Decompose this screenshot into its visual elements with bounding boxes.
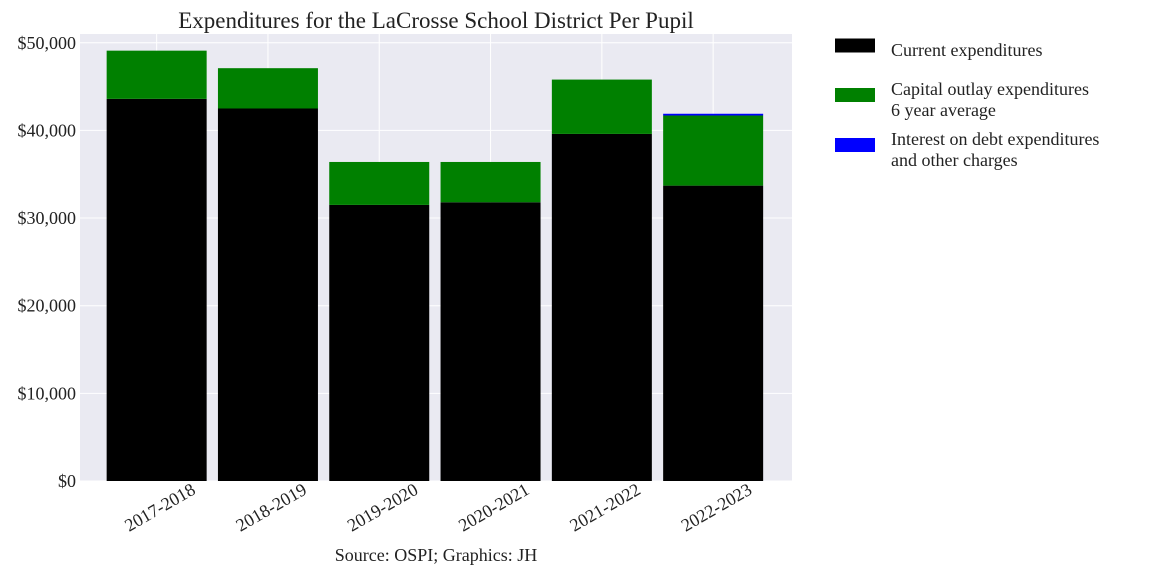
bar-segment-1 — [440, 202, 541, 481]
x-tick-label: 2018-2019 — [232, 479, 310, 535]
legend-swatch — [835, 138, 875, 152]
bar-segment-2 — [106, 50, 207, 99]
bar-segment-2 — [440, 161, 541, 203]
bars — [106, 50, 764, 482]
legend-label: Capital outlay expenditures 6 year averag… — [891, 79, 1089, 120]
legend-swatch — [835, 88, 875, 102]
bar-segment-1 — [551, 133, 652, 481]
bar-segment-1 — [217, 108, 318, 481]
x-tick-label: 2021-2022 — [566, 479, 644, 535]
bar-segment-1 — [106, 98, 207, 481]
bar-segment-3 — [663, 113, 764, 116]
legend-swatch — [835, 38, 875, 53]
x-tick-label: 2017-2018 — [121, 479, 199, 535]
bar-segment-1 — [663, 185, 764, 482]
y-tick-label: $30,000 — [18, 208, 77, 228]
y-tick-label: $50,000 — [18, 33, 77, 53]
legend-label: Current expenditures — [891, 40, 1042, 60]
x-tick-label: 2022-2023 — [678, 479, 756, 535]
y-tick-label: $40,000 — [18, 120, 77, 140]
bar-segment-2 — [551, 79, 652, 134]
x-tick-label: 2019-2020 — [344, 479, 422, 535]
chart-title: Expenditures for the LaCrosse School Dis… — [178, 8, 694, 33]
x-tick-label: 2020-2021 — [455, 479, 533, 535]
bar-segment-2 — [329, 161, 430, 205]
bar-segment-2 — [663, 115, 764, 186]
bar-segment-1 — [329, 204, 430, 482]
legend-label: Interest on debt expenditures and other c… — [891, 129, 1099, 170]
x-axis: 2017-2018 2018-2019 2019-2020 2020-2021 2021… — [121, 479, 755, 535]
y-tick-label: $10,000 — [18, 383, 77, 403]
bar-segment-2 — [217, 68, 318, 109]
y-axis: $0 $10,000 $20,000 $30,000 $40,000 $50,000 — [18, 33, 77, 491]
legend: Current expenditures Capital outlay expen… — [835, 38, 1099, 170]
x-axis-label: Source: OSPI; Graphics: JH — [335, 545, 537, 565]
y-tick-label: $20,000 — [18, 296, 77, 316]
y-tick-label: $0 — [58, 471, 76, 491]
